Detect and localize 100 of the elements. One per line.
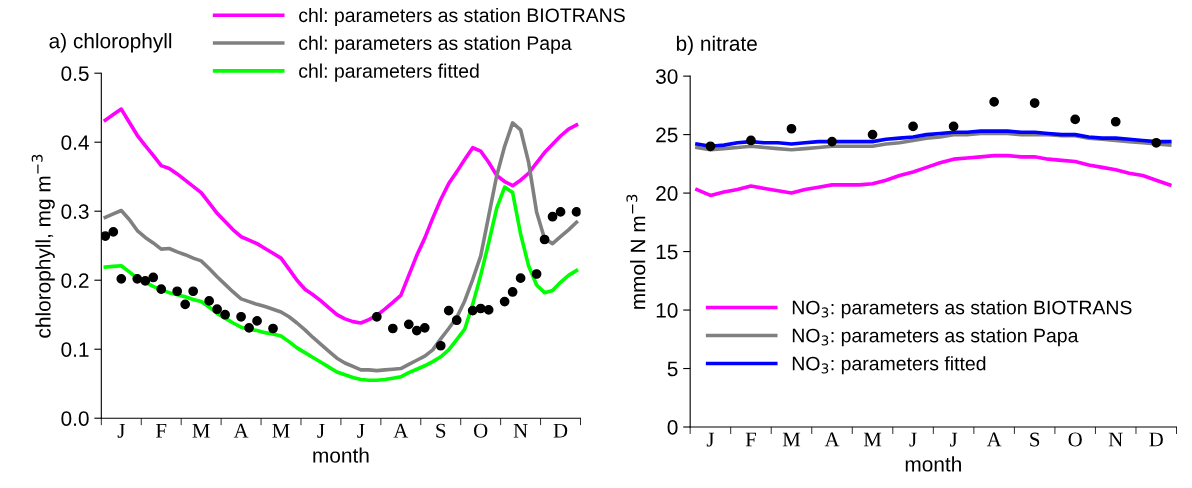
- point: [443, 305, 454, 316]
- y-tick-label: 20: [656, 186, 678, 201]
- y-tick-label: 0.4: [61, 135, 89, 150]
- point: [403, 319, 414, 330]
- point: [705, 141, 716, 152]
- point: [1110, 116, 1121, 127]
- point: [483, 305, 494, 315]
- x-axis-title: month: [313, 447, 369, 463]
- y-tick-label: 5: [667, 361, 678, 377]
- point: [252, 316, 262, 326]
- point: [555, 207, 566, 217]
- legend-label: NO$_{3}$: parameters as station Papa: [792, 328, 1079, 347]
- point: [411, 325, 422, 336]
- legend-label: chl: parameters fitted: [299, 63, 479, 82]
- x-tick-label: D: [1149, 432, 1163, 447]
- y-tick-label: 25: [656, 127, 678, 143]
- point: [220, 309, 230, 320]
- x-tick-label: J: [949, 432, 958, 447]
- x-tick-label: O: [1068, 432, 1082, 447]
- line-series: [103, 121, 579, 373]
- y-axis-title: chlorophyll, mg m$^{−3}$: [31, 154, 55, 338]
- point: [467, 305, 478, 316]
- line-series: [695, 153, 1172, 198]
- x-tick-label: J: [117, 423, 125, 438]
- y-tick-label: 0.5: [61, 66, 89, 81]
- point: [180, 299, 191, 310]
- x-tick-label: F: [156, 423, 167, 438]
- point: [989, 96, 999, 107]
- point: [435, 340, 446, 351]
- line-series: [103, 107, 579, 325]
- x-tick-label: F: [745, 432, 756, 447]
- chart-title: a) chlorophyll: [49, 33, 172, 53]
- point: [156, 284, 167, 295]
- x-tick-label: S: [1030, 432, 1040, 447]
- point: [371, 311, 382, 322]
- chart-title: b) nitrate: [676, 35, 757, 56]
- point: [531, 269, 542, 279]
- point: [547, 211, 558, 222]
- x-tick-label: M: [192, 423, 210, 438]
- legend-label: chl: parameters as station BIOTRANS: [299, 7, 625, 27]
- x-tick-label: A: [233, 423, 249, 438]
- y-tick-label: 0: [667, 420, 678, 435]
- legend-label: chl: parameters as station Papa: [299, 35, 572, 54]
- point: [507, 287, 518, 297]
- point: [204, 296, 214, 306]
- point: [419, 322, 430, 333]
- x-tick-label: M: [782, 432, 801, 447]
- y-tick-label: 0.3: [61, 204, 89, 219]
- x-tick-label: A: [986, 432, 1002, 447]
- point: [148, 272, 159, 283]
- point: [101, 231, 111, 241]
- point: [948, 121, 959, 132]
- x-tick-label: J: [909, 432, 917, 447]
- x-tick-label: N: [513, 423, 528, 438]
- point: [451, 315, 462, 326]
- x-tick-label: A: [824, 432, 840, 447]
- point: [172, 286, 183, 297]
- y-tick-label: 0.0: [61, 411, 89, 426]
- x-tick-label: J: [357, 423, 365, 438]
- point: [515, 273, 526, 284]
- point: [1070, 114, 1081, 125]
- point: [108, 227, 119, 237]
- point: [499, 296, 510, 307]
- y-tick-label: 30: [655, 69, 678, 84]
- x-tick-label: J: [317, 423, 325, 438]
- point: [188, 286, 199, 297]
- x-axis-title: month: [905, 456, 961, 472]
- x-tick-label: M: [272, 423, 290, 438]
- y-axis-title: mmol N m$^{−3}$: [626, 194, 646, 309]
- line-series: [103, 185, 579, 383]
- point: [212, 304, 222, 315]
- x-tick-label: A: [393, 423, 409, 438]
- legend-label: NO$_{3}$: parameters as station BIOTRANS: [792, 300, 1132, 319]
- point: [1151, 137, 1162, 148]
- point: [786, 123, 797, 134]
- point: [268, 323, 278, 334]
- point: [571, 207, 581, 217]
- x-tick-label: M: [863, 432, 882, 447]
- point: [1029, 98, 1040, 108]
- point: [387, 323, 398, 334]
- point: [746, 135, 756, 146]
- point: [116, 273, 127, 284]
- point: [132, 273, 143, 284]
- point: [827, 136, 837, 147]
- point: [236, 311, 246, 322]
- point: [908, 121, 918, 132]
- x-tick-label: S: [436, 423, 446, 438]
- legend-label: NO$_{3}$: parameters fitted: [792, 356, 986, 375]
- y-tick-label: 0.2: [61, 273, 89, 288]
- point: [867, 129, 878, 140]
- point: [140, 276, 151, 286]
- x-tick-label: N: [1108, 432, 1123, 447]
- point: [244, 322, 254, 333]
- x-tick-label: J: [706, 432, 715, 447]
- x-tick-label: O: [474, 423, 488, 438]
- x-tick-label: D: [553, 423, 568, 438]
- point: [539, 234, 550, 245]
- y-tick-label: 15: [656, 244, 678, 260]
- y-tick-label: 0.1: [61, 342, 89, 357]
- y-tick-label: 10: [656, 303, 678, 318]
